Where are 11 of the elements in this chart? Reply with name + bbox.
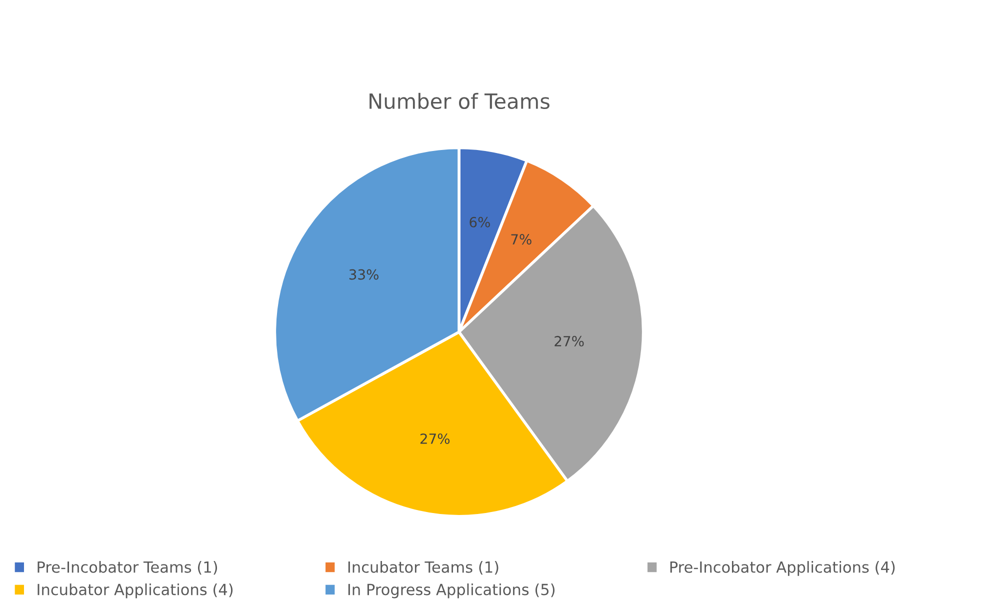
legend-label: Pre-Incobator Teams (1) bbox=[38, 561, 218, 575]
legend-label: Incubator Teams (1) bbox=[348, 561, 498, 575]
data-label: 27% bbox=[420, 433, 450, 444]
data-label: 33% bbox=[349, 269, 378, 280]
data-label: 6% bbox=[470, 216, 490, 228]
chart-title: Number of Teams bbox=[370, 92, 550, 110]
legend-label: In Progress Applications (5) bbox=[348, 583, 555, 598]
legend-label: Pre-Incobator Applications (4) bbox=[670, 561, 895, 576]
legend-label: Incubator Applications (4) bbox=[38, 583, 233, 598]
data-label: 7% bbox=[511, 234, 532, 245]
data-label: 27% bbox=[554, 336, 584, 346]
